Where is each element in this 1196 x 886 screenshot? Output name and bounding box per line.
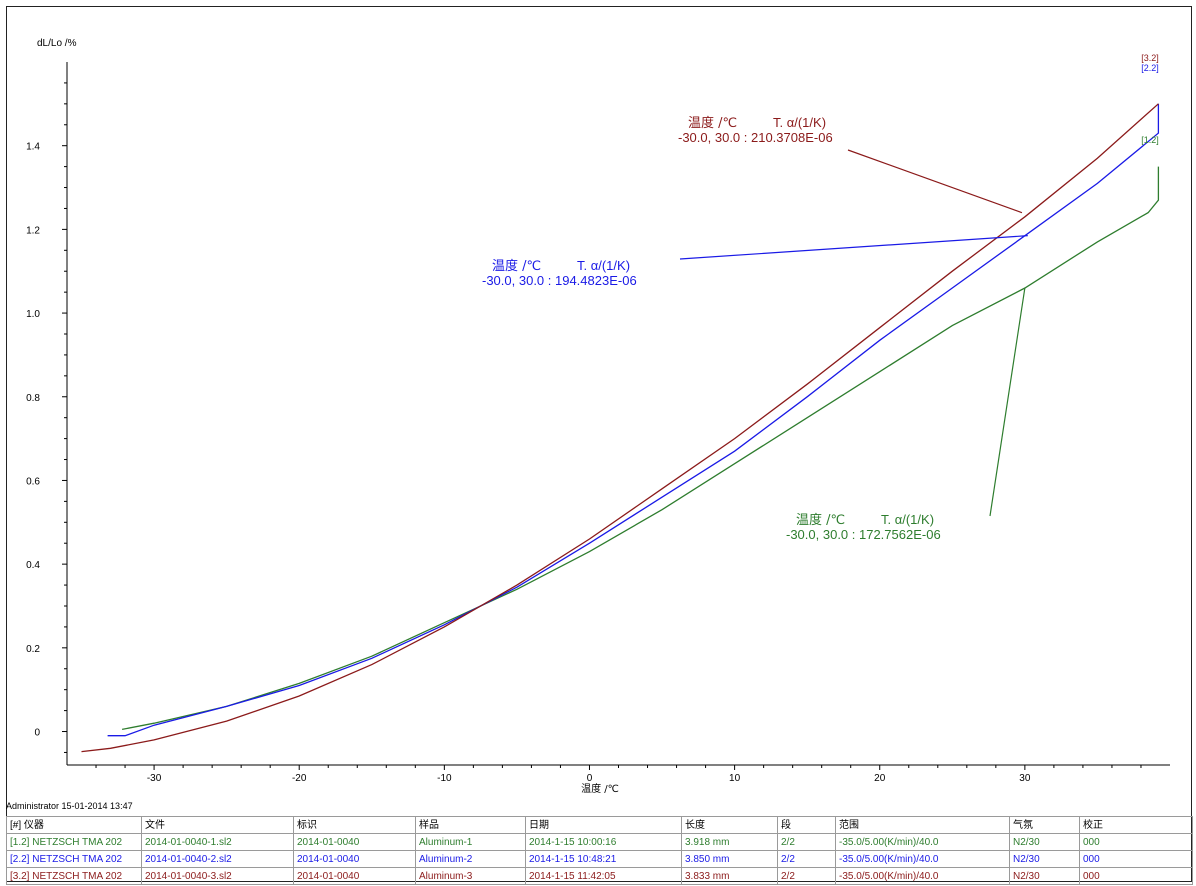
table-cell: 2014-01-0040	[293, 833, 416, 851]
x-tick-label: 10	[729, 773, 741, 784]
table-cell: N2/30	[1009, 833, 1080, 851]
annotation-leader-line	[989, 287, 1026, 517]
table-cell: 2/2	[777, 867, 836, 885]
info-table: [#] 仪器 文件 标识 样品 日期 长度段范围 气氛 校正 [1.2] NETZSCH TMA…	[6, 816, 1193, 885]
table-cell: 3.833 mm	[681, 867, 778, 885]
table-cell: -35.0/5.00(K/min)/40.0	[835, 850, 1010, 868]
table-cell: 2014-01-0040	[293, 850, 416, 868]
y-tick-label: 0	[34, 728, 40, 739]
series-line-3	[81, 103, 1159, 753]
table-cell: 2014-01-0040	[293, 867, 416, 885]
table-cell: N2/30	[1009, 850, 1080, 868]
table-cell: 2/2	[777, 833, 836, 851]
x-tick-label: 20	[874, 773, 886, 784]
table-header-cell: 长度	[681, 816, 778, 834]
series-end-label: [3.2]	[1141, 53, 1159, 63]
y-axis-label: dL/Lo /%	[37, 38, 77, 49]
annotation-temp-header: 温度 /℃	[492, 258, 541, 274]
x-axis-label: 温度 /℃	[581, 782, 619, 795]
user-timestamp: Administrator 15-01-2014 13:47	[6, 801, 133, 811]
table-header-cell: [#] 仪器	[6, 816, 142, 834]
table-cell: 3.850 mm	[681, 850, 778, 868]
table-header-cell: 校正	[1079, 816, 1193, 834]
table-cell: 2/2	[777, 850, 836, 868]
table-cell: 2014-01-0040-2.sl2	[141, 850, 294, 868]
table-cell: N2/30	[1009, 867, 1080, 885]
annotation-leader-line	[679, 235, 1028, 260]
x-tick-label: -10	[437, 773, 452, 784]
table-cell: -35.0/5.00(K/min)/40.0	[835, 833, 1010, 851]
table-cell: [1.2] NETZSCH TMA 202	[6, 833, 142, 851]
annotation-alpha-header: T. α/(1/K)	[881, 512, 934, 527]
y-tick-label: 0.4	[26, 560, 40, 571]
table-cell: 000	[1079, 867, 1193, 885]
curves: [3.2][2.2] [1.2]	[81, 53, 1160, 753]
annotation-alpha-header: T. α/(1/K)	[577, 258, 630, 273]
annotation-leader-line	[847, 149, 1023, 214]
annotation-value: -30.0, 30.0 : 194.4823E-06	[482, 273, 637, 288]
table-header-cell: 段	[777, 816, 836, 834]
table-cell: 000	[1079, 850, 1193, 868]
table-row: [2.2] NETZSCH TMA 202 2014-01-0040-2.sl2 2…	[6, 850, 1193, 868]
annotation-alpha-header: T. α/(1/K)	[773, 115, 826, 130]
x-tick-label: 30	[1019, 773, 1031, 784]
chart-frame	[6, 6, 1192, 882]
series-end-label: [2.2]	[1141, 63, 1159, 73]
axes: -30 -20 -10 0 10 20 30 0 0.2 0.4 0.6 0.8 1.0 1.2 1.4	[26, 62, 1170, 784]
annotations: 温度 /℃ T. α/(1/K)-30.0, 30.0 : 210.3708E-0…	[482, 115, 1028, 542]
y-tick-label: 0.2	[26, 644, 40, 655]
table-row: [3.2] NETZSCH TMA 202 2014-01-0040-3.sl2 2…	[6, 867, 1193, 885]
table-cell: Aluminum-2	[415, 850, 526, 868]
annotation-value: -30.0, 30.0 : 210.3708E-06	[678, 130, 833, 145]
table-cell: 3.918 mm	[681, 833, 778, 851]
x-tick-label: -20	[292, 773, 307, 784]
table-cell: 2014-01-0040-3.sl2	[141, 867, 294, 885]
x-tick-label: 0	[587, 773, 593, 784]
table-cell: -35.0/5.00(K/min)/40.0	[835, 867, 1010, 885]
table-header-row: [#] 仪器 文件 标识 样品 日期 长度段范围 气氛 校正	[6, 816, 1193, 834]
series-end-label: [1.2]	[1141, 135, 1159, 145]
table-cell: 2014-1-15 10:48:21	[525, 850, 682, 868]
table-header-cell: 日期	[525, 816, 682, 834]
table-cell: 2014-1-15 11:42:05	[525, 867, 682, 885]
y-tick-label: 0.8	[26, 393, 40, 404]
table-header-cell: 标识	[293, 816, 416, 834]
table-cell: Aluminum-1	[415, 833, 526, 851]
series-line-2	[107, 103, 1160, 737]
series-line-1	[121, 166, 1160, 731]
table-header-cell: 文件	[141, 816, 294, 834]
annotation-temp-header: 温度 /℃	[796, 512, 845, 528]
x-tick-label: -30	[147, 773, 162, 784]
table-cell: [3.2] NETZSCH TMA 202	[6, 867, 142, 885]
table-cell: [2.2] NETZSCH TMA 202	[6, 850, 142, 868]
table-row: [1.2] NETZSCH TMA 202 2014-01-0040-1.sl2 2…	[6, 833, 1193, 851]
table-header-cell: 气氛	[1009, 816, 1080, 834]
table-cell: 2014-1-15 10:00:16	[525, 833, 682, 851]
table-cell: Aluminum-3	[415, 867, 526, 885]
y-tick-label: 1.2	[26, 225, 40, 236]
table-cell: 2014-01-0040-1.sl2	[141, 833, 294, 851]
y-tick-label: 1.4	[26, 142, 40, 153]
annotation-value: -30.0, 30.0 : 172.7562E-06	[786, 527, 941, 542]
annotation-temp-header: 温度 /℃	[688, 115, 737, 131]
dilatometry-chart: -30 -20 -10 0 10 20 30 0 0.2 0.4 0.6 0.8 1.0 1.2 1.4 […	[26, 38, 1170, 795]
y-tick-label: 1.0	[26, 309, 40, 320]
table-cell: 000	[1079, 833, 1193, 851]
y-tick-label: 0.6	[26, 476, 40, 487]
table-header-cell: 范围	[835, 816, 1010, 834]
table-header-cell: 样品	[415, 816, 526, 834]
